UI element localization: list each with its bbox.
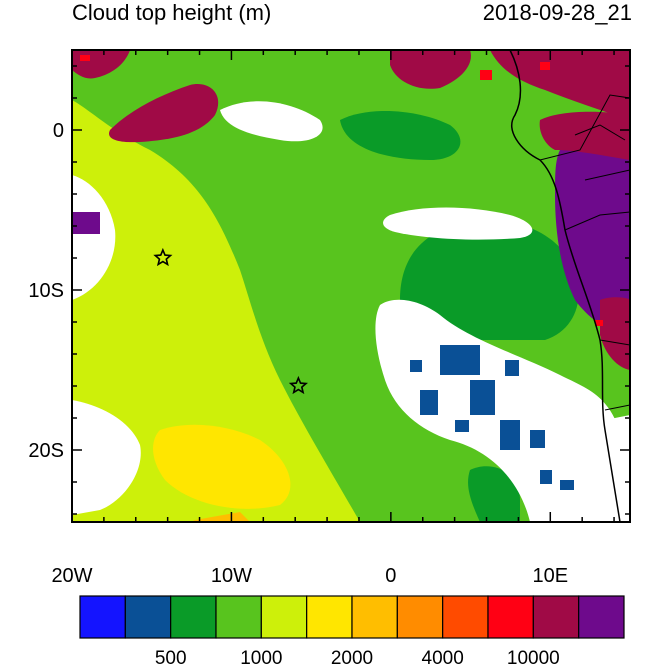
colorbar-swatch xyxy=(170,595,217,639)
high-cloud-north xyxy=(390,50,471,89)
y-tick-label: 20S xyxy=(28,440,64,462)
x-tick-label: 10W xyxy=(211,565,252,587)
colorbar-swatch xyxy=(351,595,398,639)
y-tick-label: 10S xyxy=(28,280,64,302)
cloud-field xyxy=(72,50,630,522)
colorbar-swatch xyxy=(442,595,489,639)
high-cloud-east-purple xyxy=(555,144,630,331)
colorbar-label: 1000 xyxy=(240,648,282,667)
colorbar-swatch xyxy=(306,595,353,639)
clear-sky-south xyxy=(375,299,630,522)
axis-ticks xyxy=(71,50,630,522)
x-tick-label: 20W xyxy=(51,565,92,587)
x-tick-label: 10E xyxy=(532,565,568,587)
red-cloud-bits xyxy=(80,55,603,326)
colorbar-label: 4000 xyxy=(422,648,464,667)
high-cloud-northwest xyxy=(109,84,219,143)
colorbar-swatch xyxy=(487,595,534,639)
field-dark-green-south xyxy=(468,466,520,522)
high-cloud-west-blob xyxy=(72,212,100,234)
station-markers xyxy=(153,247,308,395)
clear-sky-north xyxy=(220,101,323,142)
colorbar-swatch xyxy=(79,595,126,639)
clear-sky-southwest xyxy=(72,400,141,515)
high-cloud-east-magenta xyxy=(539,111,630,160)
colorbar-label: 500 xyxy=(155,648,187,667)
colorbar-label: 10000 xyxy=(507,648,560,667)
map-title: Cloud top height (m) xyxy=(72,0,272,25)
country-borders xyxy=(539,94,630,411)
x-tick-label: 0 xyxy=(385,565,396,587)
plot-frame xyxy=(71,49,631,523)
field-yellow-south xyxy=(153,424,291,509)
axis-tick-labels: 20W 10W 0 10E 0 10S 20S xyxy=(28,120,568,587)
field-dark-green xyxy=(400,220,579,341)
colorbar-labels: 500 1000 2000 4000 10000 xyxy=(155,648,560,667)
africa-coastline xyxy=(509,50,621,522)
high-cloud-east-south xyxy=(600,297,630,370)
field-orange-patch xyxy=(190,512,250,522)
colorbar-swatch xyxy=(215,595,262,639)
colorbar-swatch xyxy=(124,595,172,639)
colorbar-swatch xyxy=(578,595,625,639)
clear-sky-center xyxy=(383,207,533,240)
colorbar-swatch xyxy=(260,595,308,639)
land-white-south xyxy=(605,415,630,522)
low-cloud-scatter xyxy=(410,345,574,490)
map-timestamp: 2018-09-28_21 xyxy=(482,0,632,25)
colorbar-label: 2000 xyxy=(331,648,373,667)
y-tick-label: 0 xyxy=(53,120,64,142)
field-dark-green-north xyxy=(340,110,461,160)
star-marker-1 xyxy=(153,247,173,267)
clear-sky-west xyxy=(72,175,116,300)
star-marker-2 xyxy=(288,375,308,395)
colorbar xyxy=(79,595,625,639)
high-cloud-northeast xyxy=(490,50,630,120)
colorbar-swatch xyxy=(396,595,444,639)
colorbar-swatch xyxy=(532,595,580,639)
